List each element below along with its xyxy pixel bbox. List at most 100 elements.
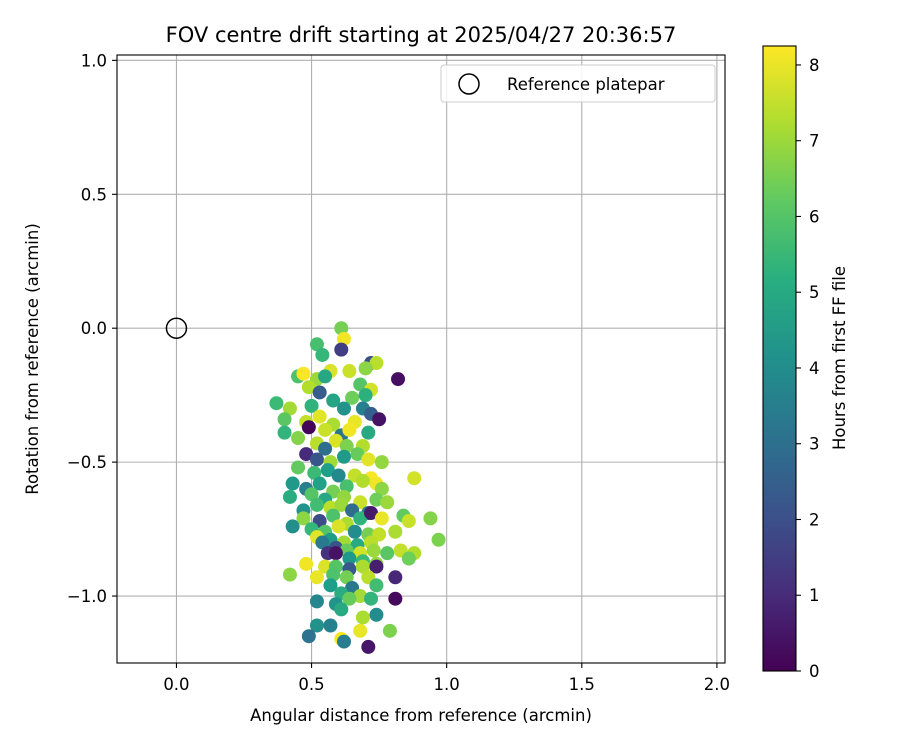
data-point — [312, 476, 327, 491]
data-point — [291, 460, 306, 475]
data-point — [353, 623, 368, 638]
x-tick-label: 0.0 — [163, 675, 189, 694]
chart-title: FOV centre drift starting at 2025/04/27 … — [166, 23, 677, 47]
colorbar-tick-label: 6 — [809, 207, 820, 226]
data-point — [369, 492, 384, 507]
data-point — [353, 589, 368, 604]
data-points — [269, 321, 446, 654]
data-point — [391, 372, 406, 387]
data-point — [269, 396, 284, 411]
data-point — [304, 398, 319, 413]
data-point — [334, 602, 349, 617]
data-point — [328, 433, 343, 448]
data-point — [372, 412, 387, 427]
data-point — [423, 511, 438, 526]
data-point — [323, 578, 338, 593]
data-point — [318, 441, 333, 456]
reference-marker — [165, 317, 188, 339]
data-point — [307, 465, 322, 480]
data-point — [331, 519, 346, 534]
data-point — [334, 342, 349, 357]
data-point — [347, 524, 362, 539]
y-axis-label: Rotation from reference (arcmin) — [23, 223, 42, 495]
data-point — [320, 463, 335, 478]
data-point — [334, 321, 349, 336]
data-point — [342, 422, 357, 437]
x-tick-label: 1.5 — [569, 675, 595, 694]
data-point — [339, 570, 354, 585]
legend-box — [440, 64, 716, 103]
data-point — [369, 607, 384, 622]
data-point — [309, 337, 324, 352]
x-tick-label: 0.5 — [298, 675, 324, 694]
y-tick-label: −0.5 — [67, 453, 107, 472]
data-point — [304, 487, 319, 502]
legend-marker — [458, 73, 480, 95]
data-point — [388, 591, 403, 606]
data-point — [309, 497, 324, 512]
data-point — [350, 447, 365, 462]
colorbar-tick-label: 4 — [809, 359, 820, 378]
data-point — [299, 447, 314, 462]
y-tick-label: 0.5 — [81, 185, 107, 204]
data-point — [336, 634, 351, 649]
colorbar-tick-label: 7 — [809, 132, 820, 151]
data-point — [285, 476, 300, 491]
data-point — [331, 468, 346, 483]
data-point — [277, 412, 292, 427]
data-point — [339, 479, 354, 494]
data-point — [401, 551, 416, 566]
data-point — [336, 331, 351, 346]
colorbar-tick-label: 0 — [809, 662, 820, 681]
data-point — [315, 535, 330, 550]
data-point — [318, 422, 333, 437]
y-axis-ticks: −1.0 −0.5 0.0 0.5 1.0 — [67, 51, 117, 606]
data-point — [282, 401, 297, 416]
data-point — [355, 473, 370, 488]
data-point — [296, 366, 311, 381]
data-point — [345, 390, 360, 405]
data-point — [318, 369, 333, 384]
colorbar-tick-label: 5 — [809, 283, 820, 302]
data-point — [401, 514, 416, 529]
data-point — [358, 361, 373, 376]
data-point — [355, 559, 370, 574]
data-point — [369, 578, 384, 593]
legend: Reference platepar — [440, 64, 716, 103]
data-point — [361, 452, 376, 467]
data-point — [358, 388, 373, 403]
data-point — [388, 524, 403, 539]
data-point — [407, 471, 422, 486]
reference-platepar-point — [165, 317, 188, 339]
colorbar-label: Hours from first FF file — [830, 266, 849, 450]
data-point — [296, 511, 311, 526]
data-point — [309, 618, 324, 633]
x-tick-label: 2.0 — [704, 675, 730, 694]
data-point — [301, 420, 316, 435]
colorbar-tick-label: 3 — [809, 435, 820, 454]
data-point — [291, 431, 306, 446]
data-point — [431, 532, 446, 547]
legend-label: Reference platepar — [507, 75, 665, 94]
data-point — [323, 618, 338, 633]
y-tick-label: 0.0 — [81, 319, 107, 338]
colorbar-tick-label: 2 — [809, 510, 820, 529]
data-point — [388, 570, 403, 585]
data-point — [353, 511, 368, 526]
data-point — [301, 380, 316, 395]
data-point — [309, 594, 324, 609]
data-point — [334, 497, 349, 512]
data-point — [380, 546, 395, 561]
data-point — [366, 543, 381, 558]
data-point — [326, 393, 341, 408]
data-point — [328, 546, 343, 561]
colorbar-tick-label: 8 — [809, 56, 820, 75]
data-point — [277, 425, 292, 440]
data-point — [353, 377, 368, 392]
data-point — [312, 385, 327, 400]
data-point — [309, 570, 324, 585]
colorbar-frame — [762, 45, 797, 672]
data-point — [282, 489, 297, 504]
data-point — [369, 559, 384, 574]
y-tick-label: −1.0 — [67, 587, 107, 606]
